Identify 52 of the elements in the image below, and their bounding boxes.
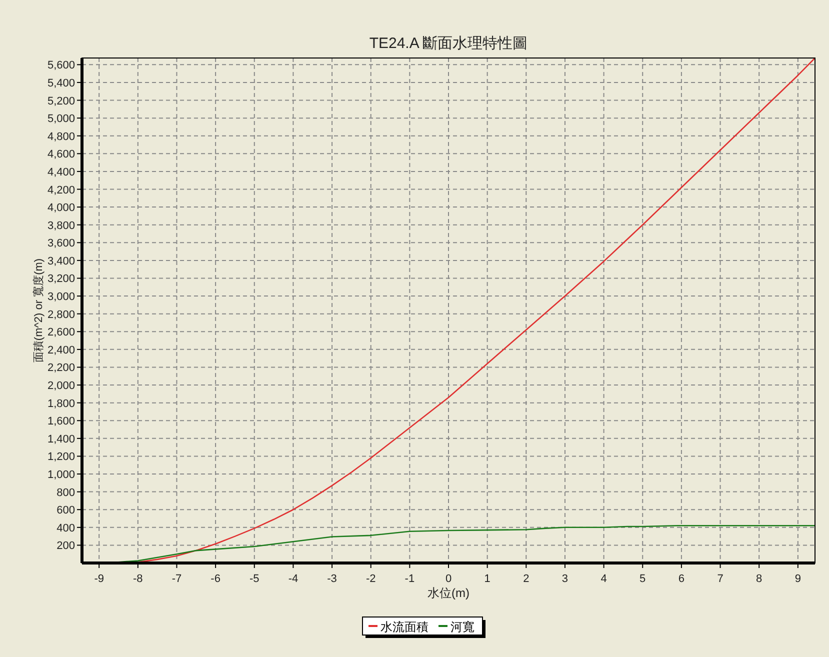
x-tick-label: 0	[445, 573, 452, 585]
x-tick-label: 1	[484, 573, 490, 585]
x-tick-label: -6	[210, 573, 220, 585]
y-tick-label: 4,400	[47, 166, 75, 178]
y-tick-label: 3,000	[47, 291, 75, 304]
y-tick-label: 800	[56, 486, 75, 499]
x-tick-label: -9	[94, 573, 104, 585]
y-tick-label: 5,600	[47, 60, 75, 72]
x-tick-label: 3	[562, 573, 568, 585]
y-tick-label: 3,600	[47, 238, 75, 250]
chart-title: TE24.A 斷面水理特性圖	[369, 35, 528, 52]
y-tick-label: 5,200	[47, 95, 75, 108]
y-tick-label: 1,800	[47, 398, 75, 410]
y-tick-label: 2,200	[47, 362, 75, 374]
y-axis-title: 面積(m^2) or 寬度(m)	[32, 258, 45, 363]
y-tick-label: 3,200	[47, 273, 75, 286]
x-tick-label: -5	[249, 573, 260, 585]
x-tick-label: -4	[288, 573, 298, 585]
y-tick-label: 1,600	[47, 416, 75, 428]
y-tick-label: 2,000	[47, 380, 75, 392]
y-tick-label: 600	[56, 504, 75, 517]
x-tick-label: -8	[133, 573, 143, 585]
y-tick-label: 5,400	[47, 77, 75, 90]
x-tick-label: -7	[172, 573, 182, 585]
y-tick-label: 2,600	[47, 326, 75, 339]
y-tick-label: 400	[56, 522, 75, 534]
x-tick-label: 8	[756, 573, 762, 585]
x-tick-label: 5	[640, 573, 646, 585]
y-tick-label: 5,000	[47, 113, 75, 126]
legend-label: 水流面積	[380, 620, 428, 634]
y-tick-label: 3,400	[47, 255, 75, 268]
y-tick-label: 1,400	[47, 433, 75, 446]
y-tick-label: 4,000	[47, 202, 75, 214]
y-tick-label: 4,600	[47, 148, 75, 161]
y-tick-label: 3,800	[47, 220, 75, 232]
x-tick-label: -2	[366, 573, 376, 585]
x-tick-label: -1	[404, 573, 415, 585]
x-tick-label: 4	[600, 573, 607, 585]
y-tick-label: 4,200	[47, 184, 75, 196]
y-tick-label: 200	[56, 540, 75, 552]
y-tick-label: 1,200	[47, 451, 75, 464]
x-tick-label: 9	[794, 573, 801, 585]
y-tick-label: 1,000	[47, 469, 75, 482]
x-axis-title: 水位(m)	[428, 586, 470, 600]
y-tick-label: 4,800	[47, 130, 75, 143]
x-tick-label: 7	[717, 573, 724, 585]
y-tick-label: 2,400	[47, 344, 75, 356]
legend-label: 河寬	[450, 620, 474, 634]
x-tick-label: -3	[327, 573, 337, 585]
x-tick-label: 2	[523, 573, 530, 585]
x-tick-label: 6	[678, 573, 685, 585]
y-tick-label: 2,800	[47, 308, 75, 321]
